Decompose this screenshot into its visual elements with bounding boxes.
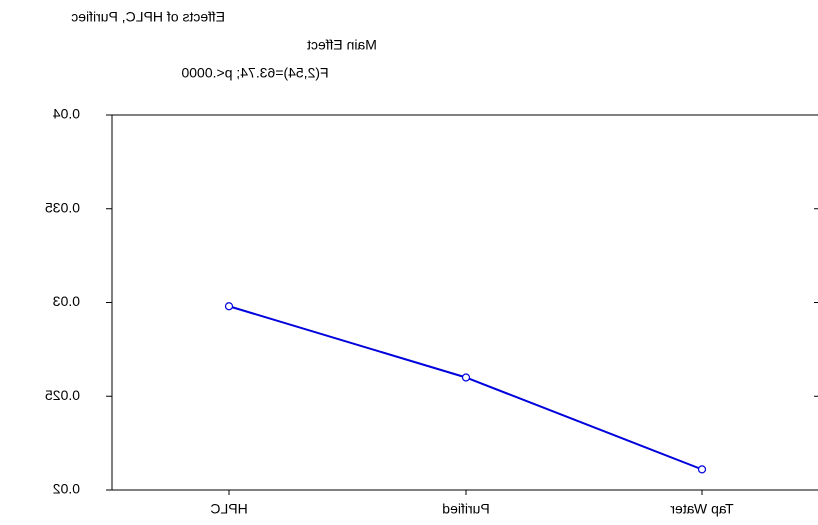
point	[697, 465, 707, 474]
point	[461, 373, 471, 382]
x-tick-label: Purified	[442, 501, 489, 517]
y-tick-label: 0.04	[53, 106, 80, 122]
point	[224, 302, 234, 311]
x-tick-label: HPLC	[210, 501, 247, 517]
line-series	[228, 305, 703, 471]
chart-subtitle: Main Effect	[307, 37, 377, 53]
x-tick-label: Tap Water	[670, 501, 734, 517]
y-tick-label: 0.035	[45, 199, 80, 215]
y-tick-label: 0.03	[53, 293, 80, 309]
y-tick-label: 0.025	[45, 387, 80, 403]
annotation: F(2,54)=63.74; p<.0000	[181, 65, 328, 81]
chart-title: Effects of HPLC, Purifiec	[71, 9, 225, 25]
y-tick-label: 0.02	[53, 481, 80, 497]
